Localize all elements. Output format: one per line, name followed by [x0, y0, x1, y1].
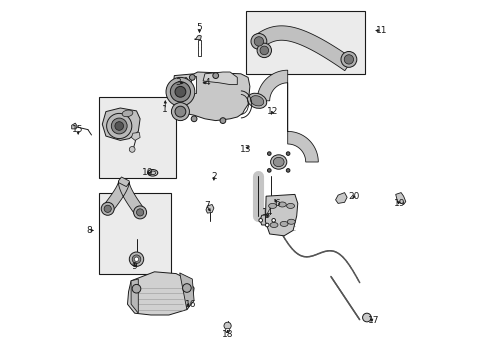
Ellipse shape — [247, 93, 266, 108]
Circle shape — [129, 147, 135, 152]
Circle shape — [191, 116, 197, 122]
Polygon shape — [172, 72, 249, 121]
Circle shape — [362, 313, 370, 322]
Text: 13: 13 — [239, 145, 251, 154]
Circle shape — [344, 55, 353, 64]
Ellipse shape — [268, 203, 276, 208]
Polygon shape — [335, 193, 346, 203]
Text: 8: 8 — [86, 226, 92, 235]
Text: 14: 14 — [262, 208, 273, 217]
Circle shape — [220, 118, 225, 123]
Polygon shape — [102, 108, 140, 140]
Text: 3: 3 — [175, 78, 181, 87]
Circle shape — [189, 75, 195, 80]
Ellipse shape — [149, 171, 156, 175]
Polygon shape — [179, 273, 194, 310]
Text: 4: 4 — [204, 78, 210, 87]
Polygon shape — [127, 272, 194, 315]
Text: 2: 2 — [211, 172, 216, 181]
Text: 15: 15 — [72, 125, 84, 134]
Circle shape — [225, 328, 229, 333]
Text: 9: 9 — [132, 262, 137, 271]
Text: 7: 7 — [203, 201, 209, 210]
Text: 16: 16 — [184, 300, 196, 309]
Bar — [246, 11, 365, 74]
Circle shape — [257, 43, 271, 58]
Polygon shape — [265, 194, 297, 236]
Circle shape — [133, 206, 146, 219]
Text: 19: 19 — [393, 199, 405, 208]
Bar — [99, 193, 170, 274]
Bar — [191, 76, 195, 93]
Circle shape — [286, 168, 289, 172]
Text: 6: 6 — [273, 199, 279, 208]
Bar — [197, 40, 201, 56]
Circle shape — [170, 82, 190, 102]
Circle shape — [340, 51, 356, 67]
Bar — [99, 97, 176, 178]
Circle shape — [171, 103, 189, 121]
Circle shape — [115, 122, 123, 130]
Circle shape — [134, 257, 139, 261]
Ellipse shape — [278, 202, 285, 207]
Text: 10: 10 — [141, 168, 153, 177]
Polygon shape — [205, 204, 213, 213]
Text: 17: 17 — [367, 316, 379, 325]
Circle shape — [106, 113, 132, 139]
Circle shape — [212, 73, 218, 78]
Text: 1: 1 — [162, 105, 168, 114]
Circle shape — [132, 284, 141, 293]
Circle shape — [260, 46, 268, 55]
Circle shape — [258, 219, 262, 222]
Ellipse shape — [270, 155, 286, 169]
Circle shape — [254, 37, 263, 46]
Ellipse shape — [286, 203, 294, 208]
Circle shape — [265, 223, 268, 227]
Ellipse shape — [273, 157, 284, 167]
Circle shape — [267, 152, 270, 156]
Polygon shape — [131, 132, 140, 140]
Polygon shape — [395, 193, 405, 204]
Ellipse shape — [287, 219, 295, 224]
Ellipse shape — [280, 221, 287, 226]
Circle shape — [101, 202, 114, 215]
Text: 12: 12 — [266, 107, 278, 116]
Circle shape — [267, 168, 270, 172]
Polygon shape — [254, 26, 352, 71]
Circle shape — [175, 86, 185, 97]
Text: 18: 18 — [222, 330, 233, 339]
Polygon shape — [257, 70, 318, 162]
Circle shape — [132, 255, 141, 264]
Circle shape — [250, 33, 266, 49]
Ellipse shape — [122, 110, 133, 117]
Circle shape — [136, 209, 143, 216]
Circle shape — [182, 284, 191, 292]
Circle shape — [224, 322, 231, 329]
Polygon shape — [194, 35, 201, 40]
Polygon shape — [103, 177, 144, 216]
Circle shape — [111, 118, 127, 134]
Polygon shape — [72, 123, 77, 129]
Polygon shape — [131, 279, 138, 313]
Circle shape — [175, 106, 185, 117]
Ellipse shape — [269, 222, 277, 228]
Text: 20: 20 — [348, 192, 359, 201]
Polygon shape — [203, 72, 237, 85]
Ellipse shape — [250, 96, 263, 106]
Circle shape — [271, 219, 275, 222]
Text: 11: 11 — [375, 26, 387, 35]
Circle shape — [129, 252, 143, 266]
Polygon shape — [183, 77, 187, 83]
Circle shape — [265, 214, 268, 217]
Circle shape — [166, 77, 194, 106]
Ellipse shape — [147, 170, 158, 176]
Text: 5: 5 — [196, 23, 202, 32]
Circle shape — [104, 205, 111, 212]
Circle shape — [286, 152, 289, 156]
Polygon shape — [260, 214, 275, 225]
